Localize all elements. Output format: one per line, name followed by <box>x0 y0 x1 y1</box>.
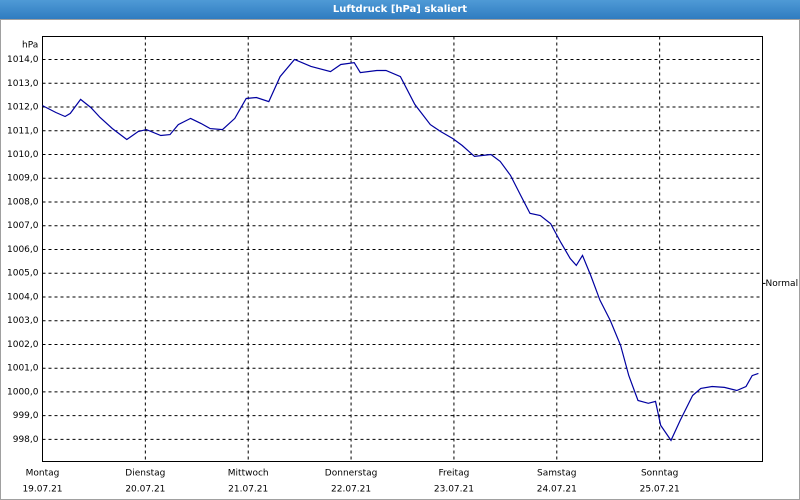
x-tick-label: Sonntag <box>641 469 678 479</box>
y-tick-label: 1013,0 <box>7 79 39 89</box>
y-tick-label: 1000,0 <box>7 387 39 397</box>
y-tick-label: 1012,0 <box>7 103 39 113</box>
y-tick-label: 1010,0 <box>7 150 39 160</box>
x-tick-date: 22.07.21 <box>331 485 371 495</box>
x-tick-label: Donnerstag <box>325 469 378 479</box>
pressure-line <box>42 58 759 442</box>
normal-label: Normal <box>766 279 799 289</box>
x-tick-date: 23.07.21 <box>434 485 474 495</box>
x-tick-label: Dienstag <box>125 469 165 479</box>
title-bar: Luftdruck [hPa] skaliert <box>0 0 800 19</box>
x-tick-label: Samstag <box>537 469 576 479</box>
y-tick-label: 999,0 <box>13 411 39 421</box>
y-tick-label: 1004,0 <box>7 292 39 302</box>
x-tick-label: Freitag <box>439 469 470 479</box>
x-tick-date: 24.07.21 <box>537 485 577 495</box>
y-tick-label: 1007,0 <box>7 221 39 231</box>
x-tick-date: 19.07.21 <box>22 485 62 495</box>
x-tick-date: 21.07.21 <box>228 485 268 495</box>
y-tick-label: 1005,0 <box>7 269 39 279</box>
y-tick-label: 1008,0 <box>7 197 39 207</box>
y-tick-label: 1014,0 <box>7 55 39 65</box>
x-tick-date: 20.07.21 <box>125 485 165 495</box>
x-tick-label: Montag <box>26 469 60 479</box>
y-tick-label: 1003,0 <box>7 316 39 326</box>
y-tick-label: 1001,0 <box>7 364 39 374</box>
y-tick-label: 1009,0 <box>7 174 39 184</box>
y-tick-label: 1011,0 <box>7 126 39 136</box>
x-tick-label: Mittwoch <box>228 469 269 479</box>
x-tick-date: 25.07.21 <box>640 485 680 495</box>
y-unit: hPa <box>22 41 38 51</box>
y-tick-label: 1002,0 <box>7 340 39 350</box>
y-tick-label: 998,0 <box>13 435 39 445</box>
y-tick-label: 1006,0 <box>7 245 39 255</box>
